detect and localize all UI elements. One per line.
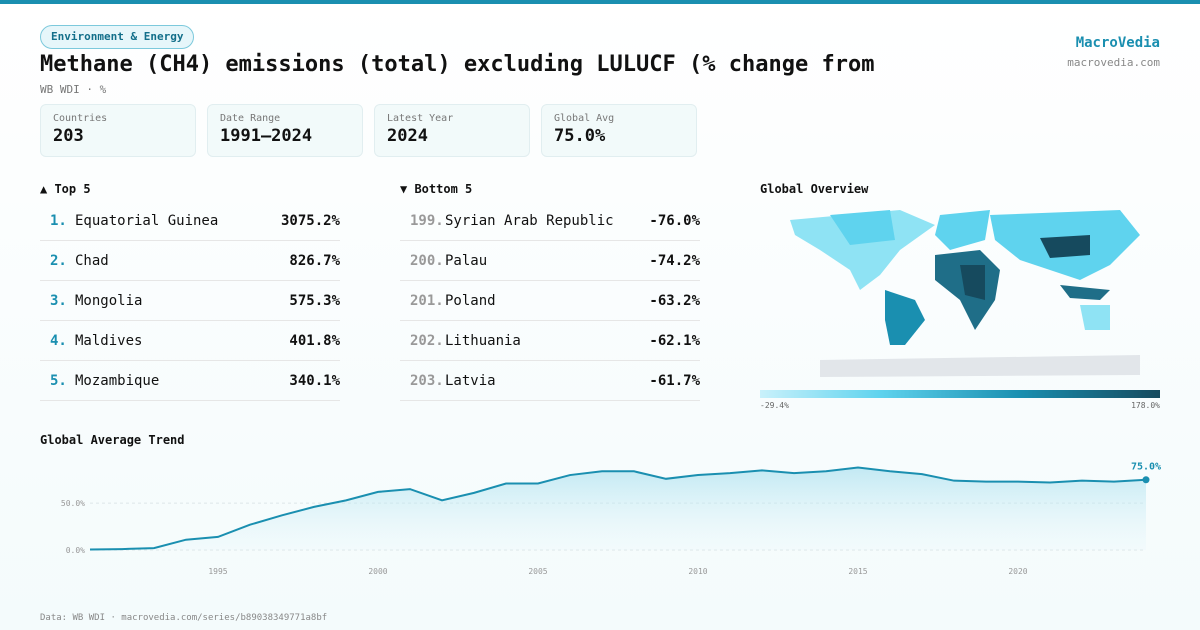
stat-card: Date Range 1991–2024 bbox=[207, 104, 363, 157]
rank-row[interactable]: 200. Palau -74.2% bbox=[400, 241, 700, 281]
rank-value: -62.1% bbox=[649, 333, 700, 349]
chart-title: Global Average Trend bbox=[40, 433, 185, 447]
stat-card: Global Avg 75.0% bbox=[541, 104, 697, 157]
stat-label: Latest Year bbox=[387, 113, 454, 124]
top-bar bbox=[0, 0, 1200, 4]
rank: 2. bbox=[50, 253, 67, 269]
rank-row[interactable]: 203. Latvia -61.7% bbox=[400, 361, 700, 401]
footer: Data: WB WDI · macrovedia.com/series/b89… bbox=[40, 613, 328, 623]
rank: 199. bbox=[410, 213, 444, 229]
rank: 202. bbox=[410, 333, 444, 349]
stat-card: Countries 203 bbox=[40, 104, 196, 157]
brand[interactable]: MacroVedia bbox=[1075, 35, 1160, 51]
y-tick-label: 0.0% bbox=[66, 546, 85, 555]
rank: 200. bbox=[410, 253, 444, 269]
rank-row[interactable]: 1. Equatorial Guinea 3075.2% bbox=[40, 201, 340, 241]
stat-value: 1991–2024 bbox=[220, 126, 313, 146]
rank-row[interactable]: 201. Poland -63.2% bbox=[400, 281, 700, 321]
rank: 5. bbox=[50, 373, 67, 389]
x-tick-label: 2020 bbox=[1008, 567, 1027, 576]
rank-value: -74.2% bbox=[649, 253, 700, 269]
map-legend bbox=[760, 390, 1160, 398]
rank-row[interactable]: 202. Lithuania -62.1% bbox=[400, 321, 700, 361]
rank-row[interactable]: 2. Chad 826.7% bbox=[40, 241, 340, 281]
country: Mongolia bbox=[75, 293, 143, 309]
site: macrovedia.com bbox=[1067, 56, 1160, 69]
country: Palau bbox=[445, 253, 488, 269]
legend-max: 178.0% bbox=[1131, 401, 1160, 410]
world-map bbox=[790, 210, 1140, 377]
x-tick-label: 2005 bbox=[528, 567, 547, 576]
stat-label: Countries bbox=[53, 113, 108, 124]
list-title: ▼ Bottom 5 bbox=[400, 182, 473, 196]
stat-label: Date Range bbox=[220, 113, 281, 124]
area bbox=[90, 467, 1146, 550]
rank-value: 826.7% bbox=[289, 253, 340, 269]
rank-value: -61.7% bbox=[649, 373, 700, 389]
rank-row[interactable]: 199. Syrian Arab Republic -76.0% bbox=[400, 201, 700, 241]
page-title: Methane (CH4) emissions (total) excludin… bbox=[40, 52, 875, 77]
rank-value: 340.1% bbox=[289, 373, 340, 389]
rank: 201. bbox=[410, 293, 444, 309]
rank-value: 401.8% bbox=[289, 333, 340, 349]
country: Lithuania bbox=[445, 333, 521, 349]
subtitle: WB WDI · % bbox=[40, 83, 107, 96]
stat-card: Latest Year 2024 bbox=[374, 104, 530, 157]
rank: 4. bbox=[50, 333, 67, 349]
x-tick-label: 2010 bbox=[688, 567, 707, 576]
country: Latvia bbox=[445, 373, 496, 389]
rank: 3. bbox=[50, 293, 67, 309]
country: Poland bbox=[445, 293, 496, 309]
rank-value: 575.3% bbox=[289, 293, 340, 309]
country: Maldives bbox=[75, 333, 143, 349]
rank: 203. bbox=[410, 373, 444, 389]
category-tag[interactable]: Environment & Energy bbox=[40, 25, 195, 49]
rank-row[interactable]: 4. Maldives 401.8% bbox=[40, 321, 340, 361]
stat-value: 2024 bbox=[387, 126, 428, 146]
trend-line bbox=[89, 466, 1147, 551]
stat-label: Global Avg bbox=[554, 113, 615, 124]
country: Syrian Arab Republic bbox=[445, 213, 614, 229]
country: Equatorial Guinea bbox=[75, 213, 219, 229]
country: Mozambique bbox=[75, 373, 160, 389]
stat-value: 203 bbox=[53, 126, 84, 146]
end-label: 75.0% bbox=[1131, 462, 1161, 473]
country: Chad bbox=[75, 253, 109, 269]
rank-row[interactable]: 3. Mongolia 575.3% bbox=[40, 281, 340, 321]
legend-min: -29.4% bbox=[760, 401, 789, 410]
rank-value: -63.2% bbox=[649, 293, 700, 309]
trend-chart: 0.0% 50.0% 1995 2000 2005 2010 2015 2020 75.0% bbox=[61, 462, 1161, 576]
rank-value: -76.0% bbox=[649, 213, 700, 229]
rank-value: 3075.2% bbox=[280, 213, 340, 229]
rank-row[interactable]: 5. Mozambique 340.1% bbox=[40, 361, 340, 401]
list-title: ▲ Top 5 bbox=[40, 182, 91, 196]
map-title: Global Overview bbox=[760, 182, 869, 196]
end-point bbox=[1142, 476, 1150, 484]
rank: 1. bbox=[50, 213, 67, 229]
y-tick-label: 50.0% bbox=[61, 499, 85, 508]
x-tick-label: 1995 bbox=[208, 567, 227, 576]
x-tick-label: 2000 bbox=[368, 567, 387, 576]
x-tick-label: 2015 bbox=[848, 567, 867, 576]
stat-value: 75.0% bbox=[554, 126, 606, 146]
